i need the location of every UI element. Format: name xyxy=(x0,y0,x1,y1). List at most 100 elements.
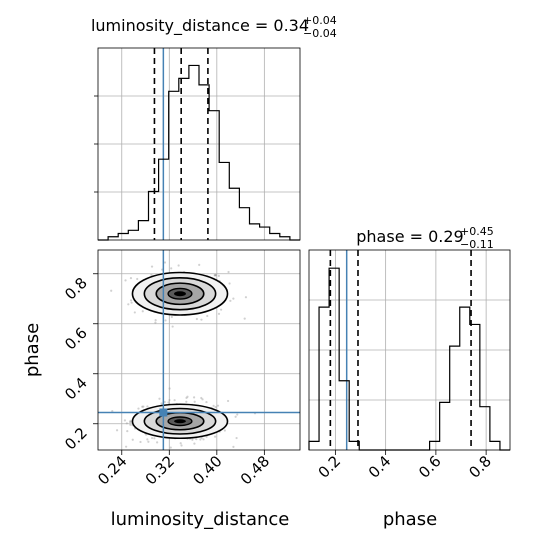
sample-point xyxy=(150,265,154,268)
sample-point xyxy=(232,297,235,300)
sample-point xyxy=(235,436,238,440)
sample-point xyxy=(169,446,172,449)
panel-frame xyxy=(308,249,511,451)
phase-upper-error: +0.45 xyxy=(460,225,494,238)
sample-point xyxy=(216,404,220,407)
x-tick-label: 0.24 xyxy=(94,452,130,488)
sample-point xyxy=(227,270,230,274)
sample-point xyxy=(142,405,145,408)
sample-point xyxy=(195,317,198,321)
sample-point xyxy=(185,400,188,403)
sample-point xyxy=(127,303,130,306)
sample-point xyxy=(198,263,201,266)
y-tick-label: 0.6 xyxy=(61,324,91,354)
luminosity-distance-lower-error: −0.04 xyxy=(303,27,337,40)
sample-point xyxy=(111,410,114,413)
sample-point xyxy=(170,315,173,319)
sample-point xyxy=(137,407,140,410)
sample-point xyxy=(129,419,132,422)
sample-point xyxy=(110,289,113,292)
sample-point xyxy=(185,396,188,400)
sample-point xyxy=(213,274,217,277)
sample-point xyxy=(168,387,171,390)
sample-point xyxy=(191,438,194,441)
sample-point xyxy=(217,274,220,277)
panel-frame xyxy=(97,249,301,451)
sample-point xyxy=(243,317,246,320)
sample-point xyxy=(151,436,154,440)
sample-point xyxy=(214,405,217,409)
sample-point xyxy=(236,413,239,416)
sample-point xyxy=(186,395,189,398)
sample-point xyxy=(193,400,196,403)
phase-histogram-panel: 0.2 0.4 0.6 0.8 phase = 0.29 +0.45 −0.11 ph… xyxy=(308,225,511,530)
sample-point xyxy=(154,321,157,324)
x-tick-label: 0.32 xyxy=(142,452,178,488)
sample-point xyxy=(125,445,128,448)
sample-point xyxy=(141,310,144,313)
contour-peak xyxy=(174,419,186,424)
sample-point xyxy=(180,444,183,447)
sample-point xyxy=(164,319,167,322)
x-tick-label: 0.48 xyxy=(237,452,273,488)
sample-point xyxy=(213,435,217,438)
y-tick-label: 0.8 xyxy=(61,274,91,304)
sample-point xyxy=(156,441,159,444)
sample-point xyxy=(146,438,149,441)
sample-point xyxy=(131,438,134,441)
sample-point xyxy=(234,415,237,418)
truth-marker xyxy=(159,408,168,417)
joint-distribution-panel: 0.24 0.32 0.40 0.48 0.2 0.4 0.6 0.8 luminosity… xyxy=(22,249,301,530)
sample-point xyxy=(147,440,150,443)
sample-point xyxy=(214,273,217,277)
sample-point xyxy=(150,273,153,276)
sample-point xyxy=(163,261,167,264)
x-tick-label: 0.40 xyxy=(189,452,225,488)
sample-point xyxy=(128,420,132,424)
sample-point xyxy=(136,277,139,281)
sample-point xyxy=(173,399,176,402)
x-tick-label: 0.8 xyxy=(465,452,495,482)
sample-point xyxy=(125,422,128,425)
sample-point xyxy=(115,429,119,432)
y-axis-label-phase: phase xyxy=(22,323,43,377)
sample-point xyxy=(193,442,196,445)
sample-point xyxy=(129,299,133,302)
luminosity-distance-upper-error: +0.04 xyxy=(303,14,337,27)
sample-point xyxy=(200,396,203,400)
sample-point xyxy=(158,397,161,400)
x-axis-label-phase: phase xyxy=(383,509,437,530)
luminosity-distance-title: luminosity_distance = 0.34 xyxy=(91,16,309,36)
sample-point xyxy=(153,437,156,440)
luminosity-distance-histogram xyxy=(98,64,300,241)
y-tick-label: 0.4 xyxy=(61,374,91,404)
sample-point xyxy=(167,401,170,404)
sample-point xyxy=(160,402,163,405)
sample-point xyxy=(213,273,216,277)
sample-point xyxy=(146,405,149,408)
sample-point xyxy=(220,308,223,311)
sample-point xyxy=(217,312,221,315)
sample-point xyxy=(201,398,204,401)
sample-point xyxy=(126,430,129,433)
sample-point xyxy=(130,301,133,304)
sample-point xyxy=(199,438,202,441)
luminosity-distance-histogram-panel: luminosity_distance = 0.34 +0.04 −0.04 xyxy=(91,14,337,241)
sample-point xyxy=(226,399,230,403)
x-axis-label-luminosity-distance: luminosity_distance xyxy=(111,509,290,530)
x-tick-label: 0.6 xyxy=(415,452,445,482)
contour-peak xyxy=(174,291,186,297)
sample-point xyxy=(139,440,142,444)
sample-point xyxy=(244,296,248,299)
phase-lower-error: −0.11 xyxy=(460,238,494,251)
sample-point xyxy=(123,419,127,422)
sample-point xyxy=(232,445,235,448)
sample-point xyxy=(133,311,136,314)
sample-point xyxy=(141,405,144,408)
sample-point xyxy=(177,264,180,267)
sample-point xyxy=(200,318,203,321)
sample-point xyxy=(129,423,132,426)
sample-point xyxy=(154,319,157,322)
sample-point xyxy=(228,282,231,285)
sample-point xyxy=(192,396,196,399)
